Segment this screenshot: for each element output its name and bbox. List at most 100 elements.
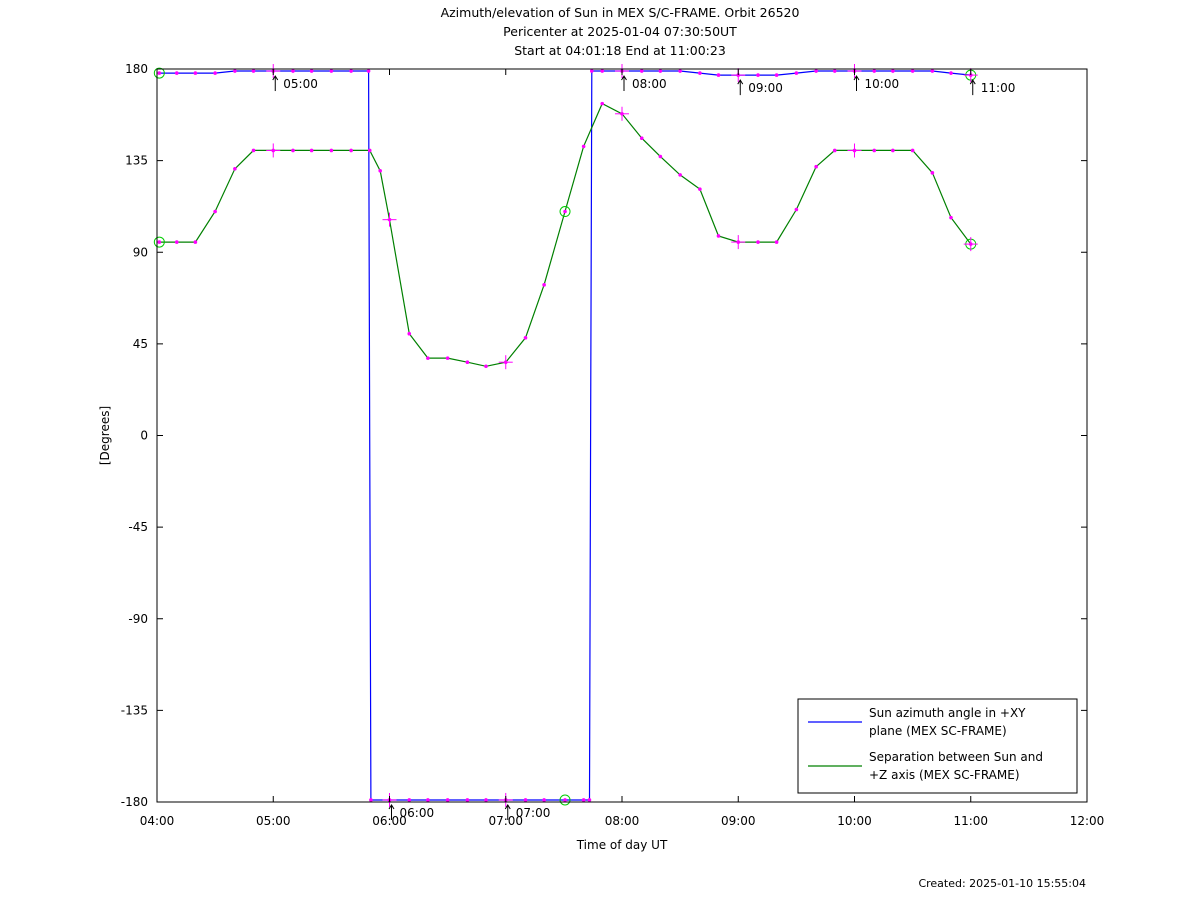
- data-point: [910, 69, 915, 73]
- x-tick-label: 07:00: [488, 814, 523, 828]
- data-point: [174, 71, 179, 75]
- data-point: [309, 148, 314, 153]
- legend-label-0: Sun azimuth angle in +XY: [869, 706, 1026, 720]
- data-point: [426, 356, 430, 360]
- x-tick-label: 12:00: [1070, 814, 1105, 828]
- title-line-1: Pericenter at 2025-01-04 07:30:50UT: [503, 24, 737, 39]
- series-line-1: [159, 102, 972, 367]
- data-point: [213, 71, 217, 75]
- data-point: [563, 209, 567, 214]
- hour-pointer-arrow: [621, 75, 627, 81]
- data-point: [407, 331, 412, 336]
- data-point: [678, 69, 682, 73]
- legend-label-0: plane (MEX SC-FRAME): [869, 724, 1007, 738]
- marker-layer: [153, 64, 978, 807]
- data-point: [193, 240, 198, 244]
- data-point: [891, 148, 895, 153]
- data-point: [891, 69, 895, 73]
- data-point: [600, 69, 605, 73]
- data-point: [698, 187, 702, 191]
- data-point: [756, 240, 760, 244]
- data-point: [872, 69, 877, 73]
- data-point: [774, 73, 779, 77]
- hour-pointer-arrow: [737, 79, 744, 85]
- x-tick-label: 04:00: [140, 814, 175, 828]
- hour-labels: 05:00 06:00 07:00 08:00 09:00 10:00 11:00: [272, 75, 1016, 820]
- x-tick-label: 09:00: [721, 814, 756, 828]
- data-point: [378, 169, 383, 173]
- data-point: [369, 798, 373, 802]
- data-point: [251, 148, 256, 153]
- hour-label: 05:00: [283, 77, 318, 91]
- data-point: [193, 71, 198, 75]
- hour-pointer-arrow: [388, 804, 395, 810]
- y-tick-label: 0: [140, 429, 148, 443]
- legend-label-1: +Z axis (MEX SC-FRAME): [869, 768, 1020, 782]
- x-tick-label: 08:00: [605, 814, 640, 828]
- y-tick-label: -135: [121, 703, 148, 717]
- data-point: [832, 148, 837, 153]
- hour-label: 09:00: [748, 81, 783, 95]
- data-point: [774, 240, 779, 244]
- data-point: [426, 798, 430, 802]
- data-point: [407, 798, 412, 802]
- data-point: [589, 69, 594, 73]
- data-point: [445, 356, 450, 360]
- hour-label: 11:00: [981, 81, 1016, 95]
- data-point: [329, 69, 334, 73]
- data-point: [484, 798, 488, 802]
- hour-pointer-arrow: [272, 75, 279, 81]
- data-point: [465, 798, 470, 802]
- data-point: [658, 154, 663, 159]
- data-point: [581, 144, 586, 149]
- data-point: [523, 335, 528, 340]
- series-line-0: [159, 70, 971, 801]
- plot-frame: [156, 68, 1088, 803]
- data-point: [251, 69, 256, 73]
- data-point: [233, 69, 237, 73]
- data-point: [698, 71, 702, 75]
- y-tick-label: 180: [125, 62, 148, 76]
- y-tick-label: 135: [125, 154, 148, 168]
- data-point: [309, 69, 314, 73]
- hour-label: 08:00: [632, 77, 667, 91]
- legend-label-1: Separation between Sun and: [869, 750, 1043, 764]
- data-point: [349, 69, 353, 73]
- y-axis-label: [Degrees]: [98, 406, 112, 465]
- hour-pointer-arrow: [969, 79, 976, 85]
- data-point: [484, 364, 488, 369]
- data-point: [465, 360, 470, 365]
- start-end-marker: [153, 236, 165, 248]
- data-point: [910, 148, 915, 153]
- axis-ticks: 04:00 05:00 06:00 07:00 08:00 09:00 10:00 11:00…: [121, 62, 1105, 828]
- data-point: [157, 240, 162, 244]
- data-point: [174, 240, 179, 244]
- data-point: [542, 798, 546, 802]
- x-tick-label: 11:00: [953, 814, 988, 828]
- data-point: [658, 69, 663, 73]
- y-tick-label: -180: [121, 795, 148, 809]
- data-point: [832, 69, 837, 73]
- data-point: [233, 166, 237, 171]
- data-point: [587, 798, 592, 802]
- data-point: [329, 148, 334, 153]
- data-point: [716, 73, 721, 77]
- data-point: [814, 164, 818, 169]
- y-tick-label: 45: [133, 337, 148, 351]
- data-point: [872, 148, 877, 153]
- hour-pointer-arrow: [504, 804, 511, 810]
- data-point: [523, 798, 528, 802]
- x-axis-label: Time of day UT: [576, 838, 668, 852]
- y-tick-label: -45: [128, 520, 148, 534]
- data-point: [581, 798, 586, 802]
- chart-title: Azimuth/elevation of Sun in MEX S/C-FRAM…: [441, 5, 800, 58]
- data-point: [291, 148, 295, 153]
- data-point: [367, 148, 372, 153]
- data-point: [542, 283, 546, 287]
- data-point: [349, 148, 353, 153]
- x-tick-label: 06:00: [372, 814, 407, 828]
- data-point: [366, 69, 371, 73]
- data-point: [930, 69, 935, 73]
- data-point: [949, 71, 953, 75]
